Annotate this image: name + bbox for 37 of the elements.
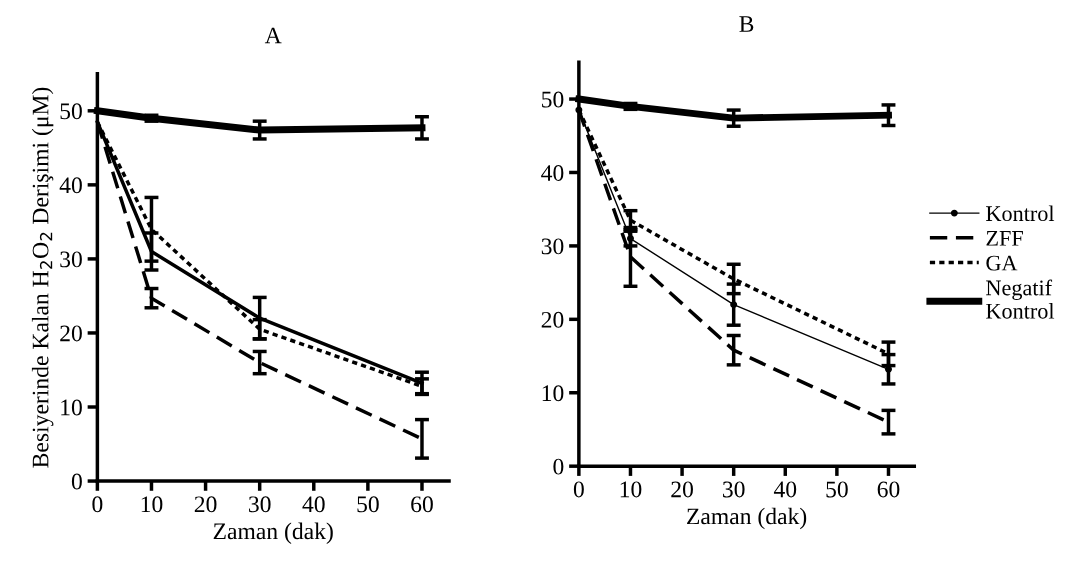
x-tick-label: 40	[773, 481, 797, 498]
x-tick-label: 40	[302, 496, 325, 513]
y-tick-label: 40	[541, 164, 564, 181]
x-axis-title: Zaman (dak)	[687, 507, 807, 530]
legend-label: ZFF	[986, 231, 1023, 246]
x-tick-label: 50	[826, 481, 848, 498]
x-tick-label: 60	[411, 496, 433, 513]
y-tick-label: 30	[541, 238, 564, 255]
point	[575, 106, 583, 114]
chart-title: B	[739, 16, 754, 32]
x-tick-label: 20	[194, 496, 217, 513]
y-tick-label: 0	[553, 458, 564, 475]
y-tick-label: 50	[60, 103, 82, 120]
x-tick-label: 30	[723, 481, 745, 498]
y-tick-label: 20	[60, 325, 82, 342]
x-axis-title: Zaman (dak)	[213, 522, 333, 545]
y-tick-label: 10	[61, 399, 82, 416]
x-tick-label: 20	[671, 481, 693, 498]
legend-label: Negatif Kontrol	[986, 279, 1055, 319]
x-tick-label: 0	[573, 481, 584, 498]
y-tick-label: 10	[542, 385, 564, 402]
y-tick-label: 50	[542, 91, 564, 108]
legend-label: GA	[986, 255, 1018, 271]
x-tick-label: 60	[877, 481, 900, 498]
y-tick-label: 20	[541, 311, 564, 328]
x-tick-label: 50	[357, 496, 379, 513]
x-tick-label: 0	[92, 496, 103, 513]
chart-title: A	[264, 27, 282, 44]
point	[627, 235, 634, 243]
point	[730, 301, 738, 309]
x-tick-label: 10	[620, 481, 642, 498]
y-tick-label: 40	[59, 177, 82, 194]
x-tick-label: 10	[141, 496, 163, 513]
x-tick-label: 30	[249, 496, 271, 513]
y-tick-label: 30	[60, 251, 82, 268]
legend-label: Kontrol	[986, 205, 1055, 222]
y-axis-title: Besiyerinde Kalan H$_{2}$O$_{2}$ Derişimi (μM)	[31, 87, 54, 468]
